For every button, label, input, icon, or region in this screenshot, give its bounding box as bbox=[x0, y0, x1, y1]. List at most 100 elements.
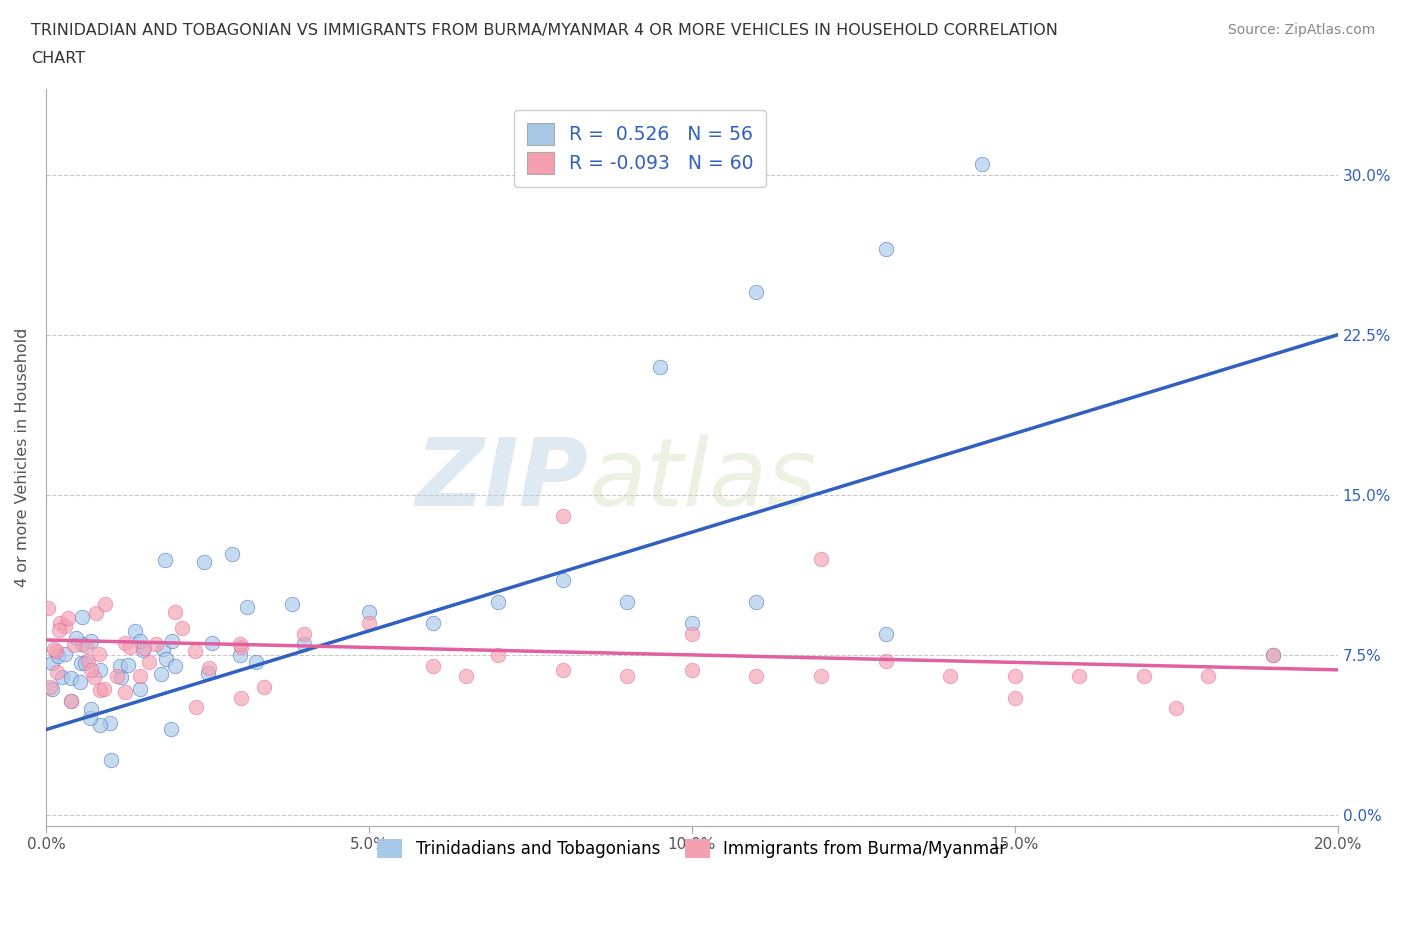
Point bbox=[65, 631, 87, 645]
Point bbox=[100, 752, 122, 767]
Point bbox=[184, 644, 207, 658]
Point bbox=[118, 640, 141, 655]
Point bbox=[551, 662, 574, 677]
Point bbox=[745, 285, 768, 299]
Text: ZIP: ZIP bbox=[416, 433, 589, 525]
Point bbox=[1166, 701, 1188, 716]
Point bbox=[149, 667, 172, 682]
Point bbox=[117, 658, 139, 672]
Point bbox=[875, 654, 897, 669]
Point bbox=[253, 680, 276, 695]
Point bbox=[228, 637, 250, 652]
Point bbox=[193, 554, 215, 569]
Point bbox=[551, 573, 574, 588]
Point bbox=[98, 716, 121, 731]
Point bbox=[93, 682, 115, 697]
Point bbox=[41, 682, 63, 697]
Point bbox=[1004, 669, 1026, 684]
Point bbox=[42, 641, 65, 656]
Point bbox=[152, 642, 174, 657]
Text: TRINIDADIAN AND TOBAGONIAN VS IMMIGRANTS FROM BURMA/MYANMAR 4 OR MORE VEHICLES I: TRINIDADIAN AND TOBAGONIAN VS IMMIGRANTS… bbox=[31, 23, 1057, 38]
Point bbox=[681, 662, 703, 677]
Point bbox=[165, 604, 187, 619]
Y-axis label: 4 or more Vehicles in Household: 4 or more Vehicles in Household bbox=[15, 328, 30, 587]
Point bbox=[46, 649, 69, 664]
Point bbox=[129, 669, 152, 684]
Point bbox=[422, 658, 444, 673]
Point bbox=[131, 643, 153, 658]
Point bbox=[551, 509, 574, 524]
Point bbox=[681, 626, 703, 641]
Point bbox=[875, 242, 897, 257]
Point bbox=[228, 647, 250, 662]
Point bbox=[1198, 669, 1220, 684]
Point bbox=[486, 647, 509, 662]
Point bbox=[110, 670, 132, 684]
Point bbox=[45, 664, 67, 679]
Point bbox=[155, 652, 177, 667]
Point bbox=[201, 636, 224, 651]
Point bbox=[124, 624, 146, 639]
Point bbox=[1004, 690, 1026, 705]
Point bbox=[60, 693, 83, 708]
Point bbox=[810, 551, 832, 566]
Point bbox=[616, 594, 638, 609]
Point bbox=[292, 626, 315, 641]
Point bbox=[53, 618, 76, 633]
Point bbox=[155, 552, 177, 567]
Text: Source: ZipAtlas.com: Source: ZipAtlas.com bbox=[1227, 23, 1375, 37]
Point bbox=[89, 683, 111, 698]
Point bbox=[75, 656, 97, 671]
Point bbox=[59, 694, 82, 709]
Point bbox=[89, 717, 111, 732]
Point bbox=[160, 722, 183, 737]
Point bbox=[281, 597, 304, 612]
Point bbox=[70, 636, 93, 651]
Point bbox=[160, 634, 183, 649]
Point bbox=[48, 623, 70, 638]
Point bbox=[292, 637, 315, 652]
Point bbox=[51, 670, 73, 684]
Point bbox=[80, 662, 103, 677]
Point bbox=[184, 700, 207, 715]
Point bbox=[172, 621, 194, 636]
Point bbox=[41, 656, 63, 671]
Point bbox=[810, 669, 832, 684]
Point bbox=[245, 655, 267, 670]
Point bbox=[198, 660, 221, 675]
Point bbox=[745, 594, 768, 609]
Point bbox=[357, 604, 380, 619]
Point bbox=[69, 674, 91, 689]
Point bbox=[648, 359, 671, 374]
Point bbox=[114, 635, 136, 650]
Point bbox=[422, 616, 444, 631]
Point bbox=[132, 641, 155, 656]
Point bbox=[62, 638, 84, 653]
Point bbox=[616, 669, 638, 684]
Point bbox=[681, 616, 703, 631]
Point bbox=[486, 594, 509, 609]
Point bbox=[80, 701, 103, 716]
Point bbox=[37, 601, 59, 616]
Point bbox=[1133, 669, 1156, 684]
Point bbox=[939, 669, 962, 684]
Point bbox=[107, 669, 129, 684]
Point bbox=[38, 680, 60, 695]
Point bbox=[75, 638, 97, 653]
Point bbox=[1261, 647, 1284, 662]
Point bbox=[58, 610, 80, 625]
Point bbox=[87, 646, 110, 661]
Point bbox=[138, 655, 160, 670]
Point bbox=[1261, 647, 1284, 662]
Point bbox=[84, 605, 107, 620]
Point bbox=[83, 670, 105, 684]
Point bbox=[145, 637, 167, 652]
Point bbox=[221, 547, 243, 562]
Point bbox=[79, 634, 101, 649]
Point bbox=[229, 691, 252, 706]
Point bbox=[89, 663, 111, 678]
Point bbox=[1069, 669, 1091, 684]
Point bbox=[79, 711, 101, 725]
Point bbox=[129, 633, 152, 648]
Point bbox=[197, 666, 219, 681]
